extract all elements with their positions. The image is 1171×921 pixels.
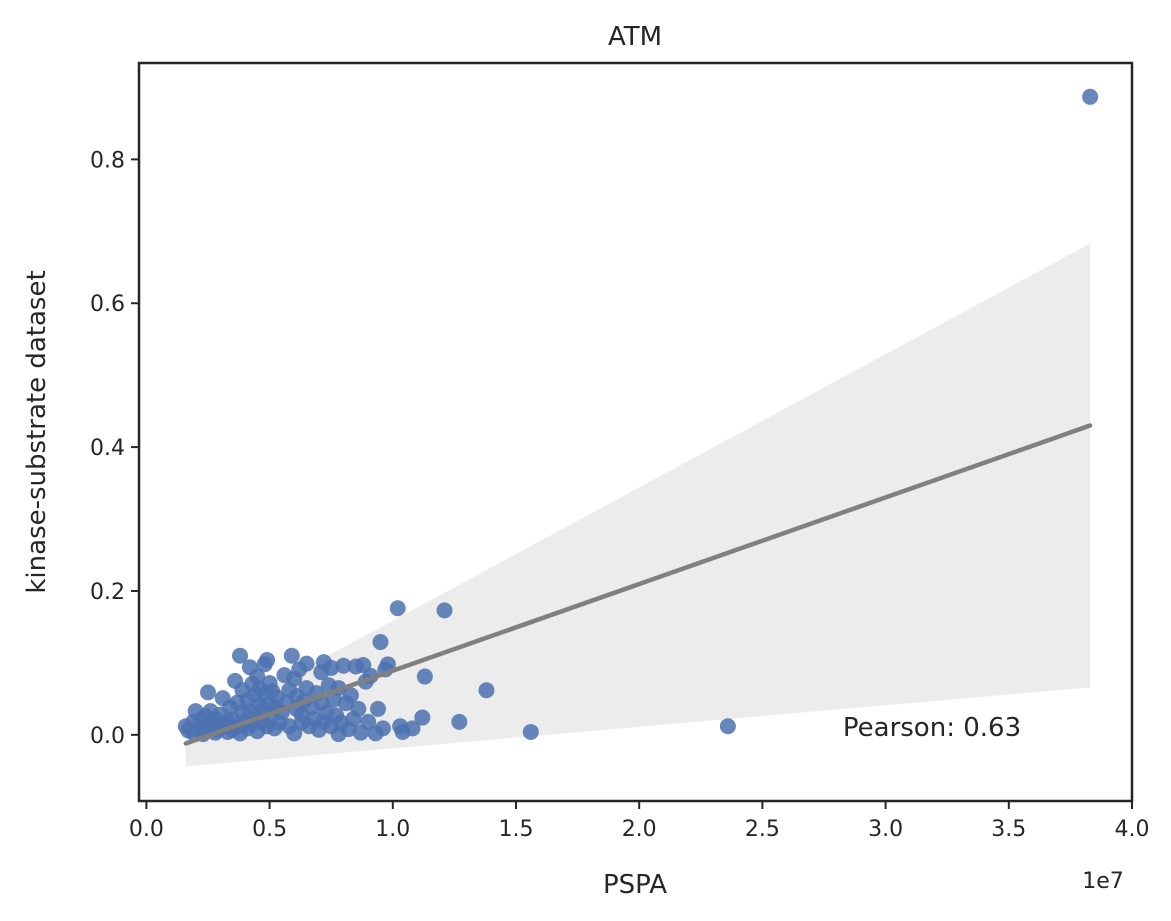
data-point [249,668,266,685]
data-point [414,709,431,726]
x-tick-label: 3.5 [991,817,1026,842]
data-points [177,88,1099,743]
y-axis: 0.0 0.2 0.4 0.6 0.8 [90,148,139,749]
y-tick-label: 0.6 [90,292,125,317]
data-point [283,647,300,664]
chart-title: ATM [608,22,662,52]
data-point [298,655,315,672]
y-tick-label: 0.2 [90,580,125,605]
x-tick-label: 2.5 [745,817,780,842]
plot-frame [137,61,1134,803]
confidence-band [185,243,1091,767]
y-tick-label: 0.8 [90,148,125,173]
data-point [719,718,736,735]
data-point [323,659,340,676]
data-point [451,713,468,730]
data-point [342,687,359,704]
y-tick-label: 0.4 [90,436,125,461]
data-point [522,723,539,740]
data-point [350,700,367,717]
data-point [199,684,216,701]
x-axis-scale-label: 1e7 [1082,869,1124,894]
regression-line [183,423,1093,746]
x-tick-label: 1.0 [375,817,410,842]
y-axis-label: kinase-substrate dataset [22,270,52,593]
data-point [335,657,352,674]
plot-area [177,88,1099,767]
x-axis-label: PSPA [603,870,667,900]
data-point [404,720,421,737]
data-point [372,634,389,651]
data-point [379,656,396,673]
data-point [436,602,453,619]
x-tick-label: 4.0 [1115,817,1150,842]
data-point [1082,88,1099,105]
data-point [360,713,377,730]
data-point [232,647,249,664]
data-point [416,668,433,685]
data-point [389,600,406,617]
data-point [259,652,276,669]
data-point [374,720,391,737]
x-tick-label: 1.5 [498,817,533,842]
y-tick-label: 0.0 [90,724,125,749]
pearson-annotation: Pearson: 0.63 [843,713,1021,743]
x-tick-label: 0.5 [252,817,287,842]
data-point [370,700,387,717]
x-tick-label: 2.0 [622,817,657,842]
x-axis: 0.0 0.5 1.0 1.5 2.0 2.5 3.0 3.5 4.0 [129,801,1150,842]
data-point [478,682,495,699]
x-tick-label: 3.0 [868,817,903,842]
x-tick-label: 0.0 [129,817,164,842]
